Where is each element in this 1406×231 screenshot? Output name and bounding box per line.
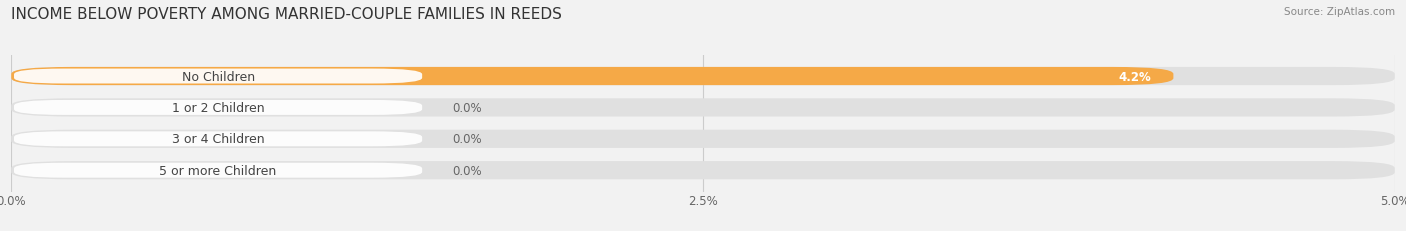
Text: 0.0%: 0.0% [453,164,482,177]
Text: INCOME BELOW POVERTY AMONG MARRIED-COUPLE FAMILIES IN REEDS: INCOME BELOW POVERTY AMONG MARRIED-COUPL… [11,7,562,22]
FancyBboxPatch shape [11,68,1395,86]
FancyBboxPatch shape [11,99,1395,117]
FancyBboxPatch shape [11,161,1395,179]
Text: 3 or 4 Children: 3 or 4 Children [172,133,264,146]
Text: No Children: No Children [181,70,254,83]
Text: Source: ZipAtlas.com: Source: ZipAtlas.com [1284,7,1395,17]
Text: 1 or 2 Children: 1 or 2 Children [172,101,264,114]
FancyBboxPatch shape [11,130,1395,148]
FancyBboxPatch shape [11,68,1174,86]
FancyBboxPatch shape [14,100,422,116]
Text: 4.2%: 4.2% [1119,70,1152,83]
Text: 0.0%: 0.0% [453,133,482,146]
FancyBboxPatch shape [14,69,422,84]
Text: 0.0%: 0.0% [453,101,482,114]
Text: 5 or more Children: 5 or more Children [159,164,277,177]
FancyBboxPatch shape [14,163,422,178]
FancyBboxPatch shape [14,132,422,147]
